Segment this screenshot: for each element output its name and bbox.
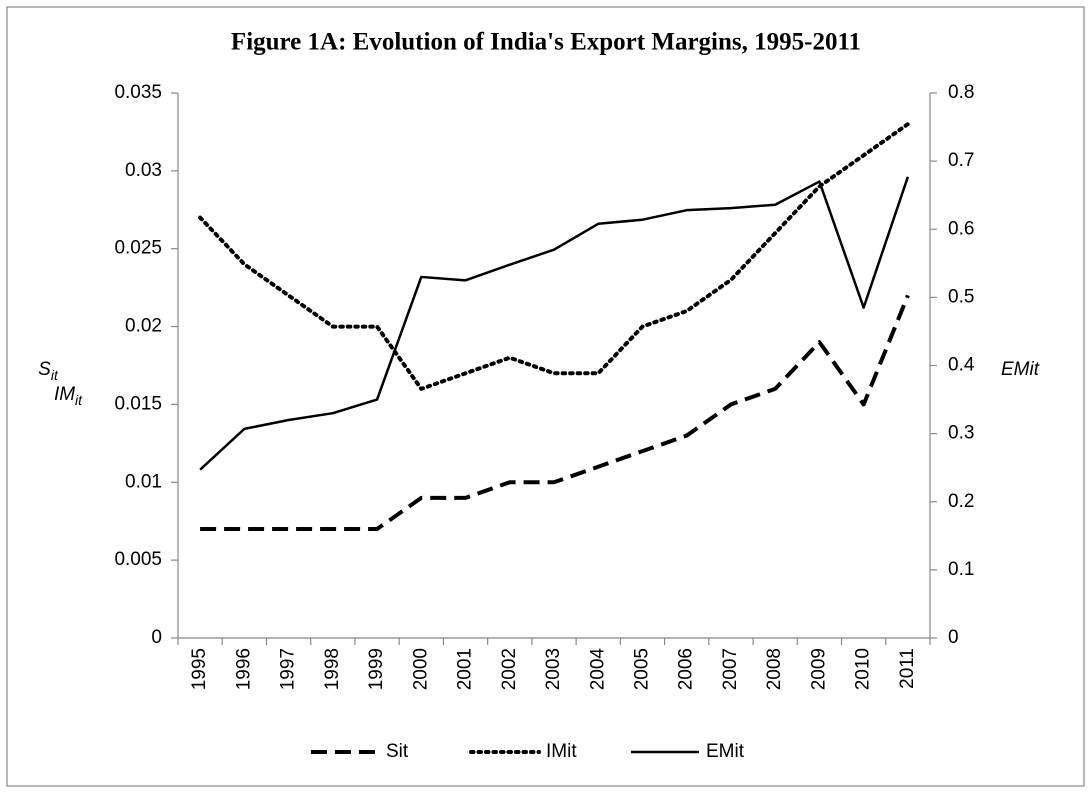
x-tick-label: 2005: [631, 648, 652, 690]
y2-tick-label: 0.2: [948, 491, 974, 512]
series-line: [200, 294, 910, 531]
x-tick-label: 2001: [455, 648, 476, 690]
chart-title: Figure 1A: Evolution of India's Export M…: [231, 29, 861, 56]
x-tick-label: 2004: [587, 648, 608, 691]
x-tick-label: 2000: [410, 648, 431, 690]
y-axis-label-text: IM: [54, 384, 75, 405]
y2-tick-label: 0.1: [948, 559, 974, 580]
x-tick-label: 2006: [676, 648, 697, 690]
x-tick-label: 1995: [189, 648, 210, 690]
y-axis-label: IMit: [54, 384, 83, 408]
legend-label: Sit: [386, 741, 409, 762]
x-tick-label: 2002: [499, 648, 520, 690]
y-tick-label: 0: [151, 627, 162, 648]
y-tick-label: 0.035: [114, 82, 162, 103]
x-tick-label: 2003: [543, 648, 564, 690]
y2-tick-label: 0.6: [948, 218, 974, 239]
y2-tick-label: 0.7: [948, 150, 974, 171]
legend-label: IMit: [546, 741, 577, 762]
y-tick-label: 0.015: [114, 393, 162, 414]
x-tick-label: 2010: [853, 648, 874, 690]
x-tick-label: 2009: [808, 648, 829, 690]
x-tick-label: 2011: [897, 648, 918, 689]
y2-tick-label: 0: [948, 627, 959, 648]
y2-tick-label: 0.5: [948, 286, 974, 307]
y-tick-label: 0.02: [125, 316, 162, 337]
x-tick-label: 1998: [322, 648, 343, 690]
series-line: [198, 122, 910, 391]
y-tick-label: 0.03: [125, 160, 162, 181]
y2-tick-label: 0.3: [948, 423, 974, 444]
y-tick-label: 0.01: [125, 471, 162, 492]
chart-border: [6, 6, 1085, 787]
series-line: [199, 176, 910, 471]
y2-tick-label: 0.8: [948, 82, 974, 103]
x-tick-label: 2008: [764, 648, 785, 690]
y-axis-label-sub: it: [51, 367, 59, 383]
x-tick-label: 1996: [233, 648, 254, 690]
y-axis-label-text: S: [38, 359, 51, 380]
legend-label: EMit: [706, 741, 745, 762]
y-tick-label: 0.025: [114, 238, 162, 259]
x-tick-label: 1997: [278, 648, 299, 690]
y-axis-label-sub: it: [75, 392, 83, 408]
x-tick-label: 1999: [366, 648, 387, 690]
y-axis-label: Sit: [38, 359, 59, 383]
x-tick-label: 2007: [720, 648, 741, 690]
y-tick-label: 0.005: [114, 549, 162, 570]
y2-tick-label: 0.4: [948, 355, 975, 376]
y2-axis-label: EMit: [1001, 359, 1040, 380]
